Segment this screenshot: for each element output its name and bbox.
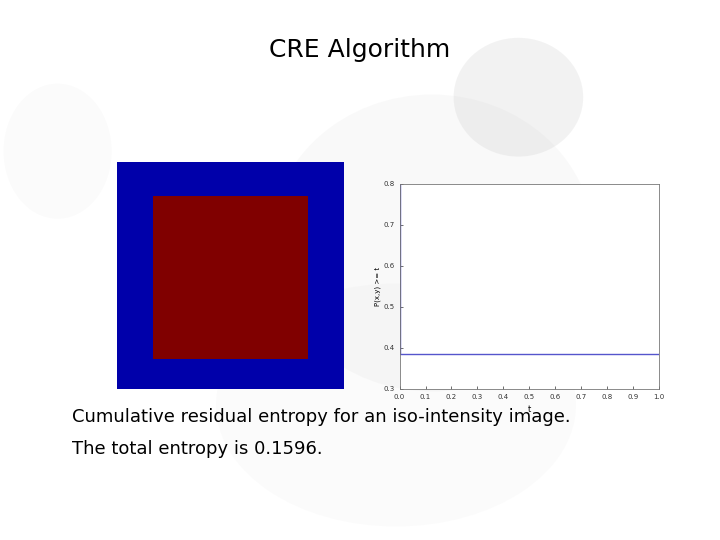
Ellipse shape [270,94,594,392]
Ellipse shape [454,38,583,157]
Text: Cumulative residual entropy for an iso-intensity image.: Cumulative residual entropy for an iso-i… [72,408,571,426]
Text: CRE Algorithm: CRE Algorithm [269,38,451,62]
Y-axis label: P(x,y) >= t: P(x,y) >= t [374,267,381,306]
Bar [153,196,307,359]
Ellipse shape [4,84,112,219]
Ellipse shape [216,284,576,526]
Text: The total entropy is 0.1596.: The total entropy is 0.1596. [72,440,323,458]
X-axis label: t: t [528,405,531,414]
